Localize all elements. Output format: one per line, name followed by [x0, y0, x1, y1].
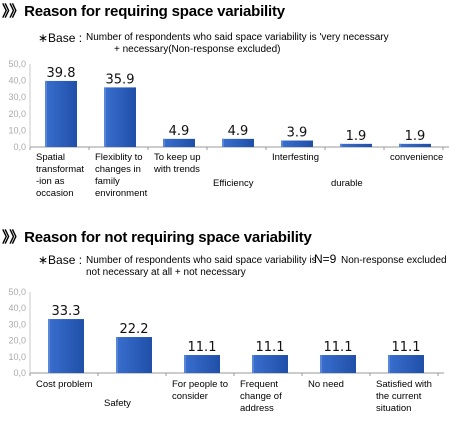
category-label: Frequent change of address [240, 379, 282, 414]
data-label: 3.9 [287, 126, 308, 141]
data-label: 39.8 [47, 66, 76, 81]
bar-highlight [116, 337, 118, 373]
bar-highlight [281, 140, 283, 147]
category-label: Efficiency [213, 178, 254, 189]
data-label: 4.9 [169, 124, 190, 139]
bar [116, 337, 152, 373]
bar [399, 143, 431, 147]
bar [184, 355, 220, 373]
bar [45, 80, 77, 147]
y-tick-label: 0,0 [13, 142, 26, 152]
base-note-line2-2: not necessary at all + not necessary [86, 267, 246, 278]
bar-highlight [45, 80, 47, 147]
data-label: 4.9 [228, 124, 249, 139]
y-tick-label: 10,0 [8, 352, 26, 362]
y-tick-label: 50,0 [8, 59, 26, 69]
bar-highlight [222, 138, 224, 147]
bar [281, 140, 313, 147]
bar [48, 319, 84, 373]
data-label: 11.1 [188, 340, 217, 355]
bar-highlight [320, 355, 322, 373]
bar [340, 143, 372, 147]
bar-highlight [399, 143, 401, 147]
category-label: No need [308, 379, 344, 390]
category-label: Safety [104, 398, 131, 409]
y-tick-label: 40,0 [8, 303, 26, 313]
bar-highlight [340, 143, 342, 147]
y-tick-label: 40,0 [8, 76, 26, 86]
category-label: Spatial transformat -ion as occasion [36, 152, 84, 199]
bar [163, 138, 195, 147]
y-tick-label: 0,0 [13, 368, 26, 378]
y-tick-label: 20,0 [8, 336, 26, 346]
bar-highlight [104, 87, 106, 147]
base-label-2: ∗Base : [38, 253, 83, 267]
y-tick-label: 30,0 [8, 92, 26, 102]
category-label: Flexiblity to changes in family environment [95, 152, 148, 199]
bar-highlight [163, 138, 165, 147]
category-label: Cost problem [36, 379, 93, 390]
category-label: Interfesting [272, 152, 319, 163]
base-label-1: ∗Base : [38, 31, 83, 45]
data-label: 11.1 [256, 340, 285, 355]
bar-highlight [388, 355, 390, 373]
bar-chart-2: 0,0 10,0 20,0 30,0 40,0 50,0 33.3 Cost problem 2… [8, 287, 444, 414]
base-note-line1-1: Number of respondents who said space var… [86, 32, 389, 43]
data-label: 11.1 [324, 340, 353, 355]
y-tick-label: 50,0 [8, 287, 26, 297]
data-label: 22.2 [120, 322, 149, 337]
n-note: Non-response excluded [341, 255, 447, 266]
data-label: 11.1 [392, 340, 421, 355]
data-label: 35.9 [106, 72, 135, 87]
n-label: N=9 [314, 252, 337, 266]
base-note-line2-1: + necessary(Non-response excluded) [114, 44, 281, 55]
data-label: 1.9 [346, 129, 367, 144]
chart-title-1: 》》Reason for requiring space variability [2, 3, 285, 20]
category-label: To keep up with trends [153, 152, 200, 175]
chart-title-2: 》》Reason for not requiring space variabi… [2, 229, 312, 246]
bar [104, 87, 136, 147]
bar [222, 138, 254, 147]
base-note-line1-2: Number of respondents who said space var… [86, 255, 317, 266]
chart-section-1: 》》Reason for requiring space variability… [2, 3, 449, 199]
y-tick-label: 20,0 [8, 109, 26, 119]
data-label: 1.9 [405, 129, 426, 144]
category-label: durable [331, 178, 363, 189]
category-label: Satisfied with the current situation [376, 379, 432, 414]
bar-highlight [48, 319, 50, 373]
y-tick-label: 10,0 [8, 125, 26, 135]
bar [320, 355, 356, 373]
bar [252, 355, 288, 373]
bar [388, 355, 424, 373]
y-tick-label: 30,0 [8, 319, 26, 329]
bar-chart-1: 0,0 10,0 20,0 30,0 40,0 50,0 39.8 Spatial transf… [8, 59, 449, 199]
bar-highlight [252, 355, 254, 373]
category-label: convenience [390, 152, 443, 163]
category-label: For people to consider [172, 379, 228, 402]
bar-highlight [184, 355, 186, 373]
data-label: 33.3 [52, 304, 81, 319]
chart-section-2: 》》Reason for not requiring space variabi… [0, 220, 450, 421]
